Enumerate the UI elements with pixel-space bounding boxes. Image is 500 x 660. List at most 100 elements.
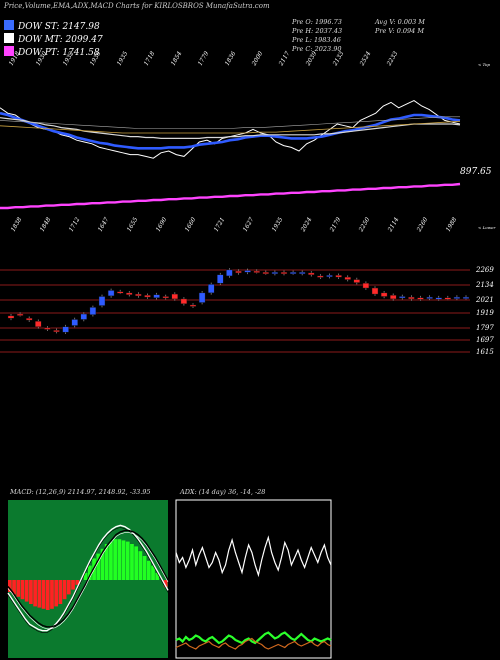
macd-histogram-bar	[58, 580, 63, 604]
ema-bottom-label: 2260	[415, 216, 429, 234]
ema-bottom-label: 2179	[328, 216, 342, 234]
ohlc-close: Pre C: 2023.90	[292, 45, 342, 53]
ema-last-value: 897.65	[460, 167, 492, 177]
candle-body	[399, 296, 406, 299]
page-title: Price,Volume,EMA,ADX,MACD Charts for KIR…	[4, 2, 270, 10]
macd-histogram-bar	[104, 544, 109, 580]
macd-histogram-bar	[29, 580, 33, 604]
candle-body	[362, 282, 370, 289]
macd-histogram-bar	[146, 560, 151, 580]
ohlc-avg-volume: Avg V: 0.003 M	[375, 18, 425, 26]
ohlc-high: Pre H: 2037.43	[292, 27, 343, 35]
price-level-label: 1797	[476, 324, 494, 332]
ema-top-label: 2000	[250, 50, 264, 68]
macd-histogram-bar	[20, 580, 25, 600]
macd-histogram-bar	[71, 580, 75, 590]
macd-histogram-bar	[45, 580, 50, 610]
candle-body	[462, 296, 470, 299]
ema-bottom-label: 1838	[10, 216, 24, 233]
candle-body	[344, 276, 351, 280]
candle-body	[289, 272, 297, 274]
ema-bottom-label: 1647	[97, 216, 111, 233]
candle-body	[299, 272, 306, 274]
candle-body	[335, 275, 342, 278]
price-level-label: 2269	[475, 266, 494, 274]
macd-histogram-bar	[130, 544, 134, 580]
candle-body	[371, 287, 379, 295]
macd-series-macd-shadow	[7, 527, 169, 634]
candle-body	[226, 269, 233, 277]
ema-series-price	[0, 100, 461, 159]
macd-histogram-bar	[50, 580, 54, 609]
macd-histogram-bar	[83, 572, 88, 580]
legend-label-mt: DOW MT: 2099.47	[18, 35, 103, 45]
candle-body	[180, 298, 188, 304]
price-level-label: 1697	[476, 336, 494, 344]
candle-body	[271, 272, 279, 274]
macd-histogram-bar	[88, 565, 92, 580]
ema-top-label: 1718	[143, 50, 157, 67]
candle-body	[53, 330, 60, 333]
candle-body	[144, 295, 151, 298]
candle-body	[444, 297, 451, 300]
candle-body	[35, 321, 42, 327]
legend-swatch-pt	[4, 46, 14, 56]
ema-bottom-label: 1935	[271, 216, 285, 233]
candle-body	[162, 296, 169, 299]
adx-series-adx-white	[175, 535, 332, 578]
macd-histogram-bar	[24, 580, 29, 602]
legend-dow-mt: DOW MT: 2099.47	[4, 33, 103, 45]
candle-body	[135, 293, 142, 297]
ema-bottom-label: 1848	[39, 216, 53, 233]
macd-histogram-bar	[155, 572, 160, 580]
candle-body	[62, 326, 69, 333]
ema-series-grey	[0, 116, 460, 129]
candle-body	[217, 274, 224, 284]
macd-histogram-bar	[117, 539, 122, 580]
ema-top-label: 1935	[116, 50, 130, 67]
ohlc-low: Pre L: 1983.46	[292, 36, 341, 44]
candle-body	[244, 270, 251, 273]
price-level-label: 1919	[476, 309, 494, 317]
candle-body	[453, 296, 461, 299]
ema-top-label: 1854	[170, 50, 184, 67]
macd-histogram-bar	[96, 553, 101, 580]
price-level-label: 1615	[476, 348, 494, 356]
ema-top-label: 2117	[277, 50, 291, 68]
macd-series-signal-shadow	[7, 532, 169, 630]
candle-body	[390, 295, 397, 300]
candle-body	[198, 292, 206, 303]
price-level-label: 2021	[475, 296, 494, 304]
ema-bottom-label: 2114	[386, 216, 400, 234]
candle-body	[80, 313, 88, 320]
macd-histogram-bar	[113, 539, 117, 580]
macd-series-macd	[7, 524, 169, 632]
candle-body	[16, 313, 24, 316]
ema-series-ema-slow	[0, 182, 461, 210]
candle-body	[44, 327, 51, 330]
candle-body	[435, 297, 442, 300]
price-level-label: 2134	[475, 281, 494, 289]
candle-body	[317, 275, 324, 278]
macd-histogram-bar	[100, 548, 105, 580]
ema-right-top-label: < Top	[478, 62, 490, 67]
ema-bottom-label: 1690	[155, 216, 169, 233]
candle-body	[26, 318, 33, 321]
macd-histogram-bar	[8, 580, 12, 592]
macd-histogram-bar	[138, 551, 143, 580]
ema-series-orange	[0, 120, 461, 134]
macd-histogram-bar	[37, 580, 42, 608]
legend-dow-st: DOW ST: 2147.98	[4, 20, 100, 32]
candle-body	[107, 290, 115, 297]
adx-title: ADX: (14 day) 36, -14, -28	[180, 488, 266, 496]
macd-histogram-bar	[33, 580, 37, 607]
ema-bottom-label: 1655	[126, 216, 140, 233]
macd-histogram-bar	[16, 580, 21, 597]
candle-body	[426, 296, 433, 299]
candle-body	[153, 294, 160, 298]
ohlc-open: Pre O: 1996.73	[292, 18, 342, 26]
candle-body	[98, 296, 106, 306]
candle-body	[189, 304, 197, 307]
macd-histogram-bar	[54, 580, 59, 607]
